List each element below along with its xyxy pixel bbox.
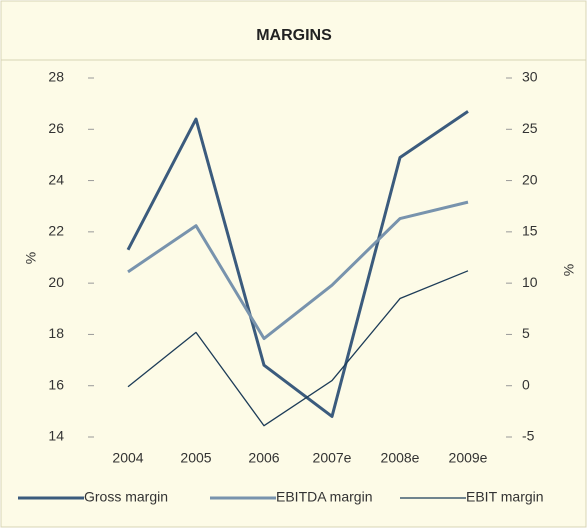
x-tick-label: 2008e bbox=[381, 450, 420, 466]
y2-tick-label: 5 bbox=[522, 325, 530, 341]
y2-tick-label: 30 bbox=[522, 69, 538, 85]
x-tick-label: 2004 bbox=[112, 450, 143, 466]
y-tick-label: 14 bbox=[48, 428, 64, 444]
y-tick-label: 20 bbox=[48, 274, 64, 290]
x-tick-label: 2005 bbox=[180, 450, 211, 466]
x-tick-label: 2009e bbox=[449, 450, 488, 466]
y-tick-label: 16 bbox=[48, 376, 64, 392]
legend-label: EBITDA margin bbox=[276, 489, 372, 505]
y2-tick-label: 25 bbox=[522, 120, 538, 136]
y2-axis-label: % bbox=[561, 264, 577, 276]
y-tick-label: 28 bbox=[48, 69, 64, 85]
y2-tick-label: 0 bbox=[522, 376, 530, 392]
y2-tick-label: 15 bbox=[522, 223, 538, 239]
y2-tick-label: -5 bbox=[522, 428, 535, 444]
y2-tick-label: 20 bbox=[522, 171, 538, 187]
legend-label: EBIT margin bbox=[466, 489, 544, 505]
x-tick-label: 2007e bbox=[313, 450, 352, 466]
y-tick-label: 18 bbox=[48, 325, 64, 341]
chart-title: MARGINS bbox=[256, 27, 332, 44]
series-line bbox=[126, 110, 469, 418]
legend-label: Gross margin bbox=[84, 489, 168, 505]
x-tick-label: 2006 bbox=[248, 450, 279, 466]
y-tick-label: 26 bbox=[48, 120, 64, 136]
y-tick-label: 22 bbox=[48, 223, 64, 239]
series-line bbox=[127, 270, 469, 427]
y-axis-label: % bbox=[23, 252, 39, 264]
series-line bbox=[127, 200, 469, 341]
y-tick-label: 24 bbox=[48, 171, 64, 187]
y2-tick-label: 10 bbox=[522, 274, 538, 290]
